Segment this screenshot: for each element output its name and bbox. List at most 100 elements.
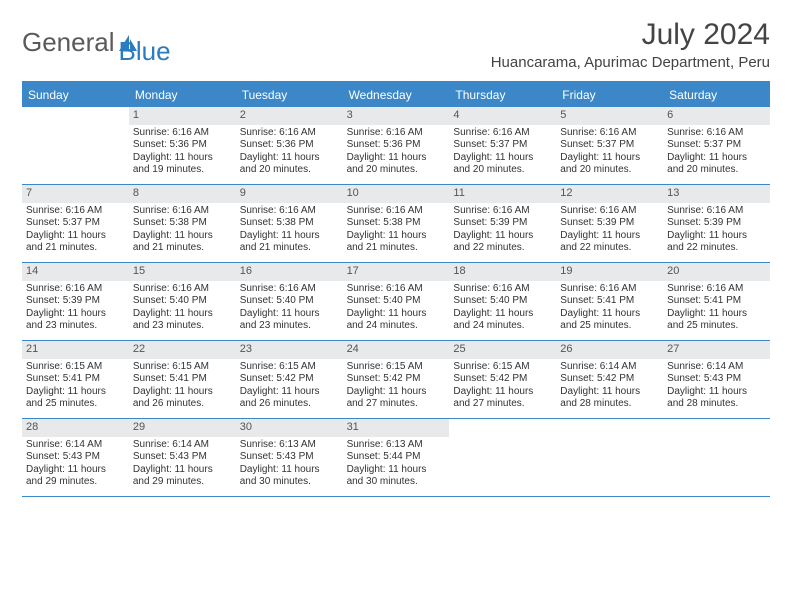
day-number: 2 <box>236 107 343 125</box>
daylight-text: Daylight: 11 hours and 20 minutes. <box>667 152 766 177</box>
day-number: 14 <box>22 263 129 281</box>
sunset-text: Sunset: 5:40 PM <box>240 295 339 308</box>
day-cell: 25Sunrise: 6:15 AMSunset: 5:42 PMDayligh… <box>449 341 556 419</box>
sunrise-text: Sunrise: 6:16 AM <box>240 205 339 218</box>
daylight-text: Daylight: 11 hours and 21 minutes. <box>347 230 446 255</box>
empty-cell <box>556 419 663 497</box>
day-body: Sunrise: 6:16 AMSunset: 5:41 PMDaylight:… <box>556 281 663 337</box>
day-body: Sunrise: 6:16 AMSunset: 5:37 PMDaylight:… <box>449 125 556 181</box>
logo-text-blue: Blue <box>119 36 171 66</box>
day-cell: 28Sunrise: 6:14 AMSunset: 5:43 PMDayligh… <box>22 419 129 497</box>
sunset-text: Sunset: 5:44 PM <box>347 451 446 464</box>
month-title: July 2024 <box>491 18 770 52</box>
sunrise-text: Sunrise: 6:16 AM <box>347 127 446 140</box>
day-number: 18 <box>449 263 556 281</box>
day-body: Sunrise: 6:16 AMSunset: 5:37 PMDaylight:… <box>556 125 663 181</box>
sunrise-text: Sunrise: 6:14 AM <box>667 361 766 374</box>
logo-text-general: General <box>22 27 115 58</box>
sunset-text: Sunset: 5:36 PM <box>133 139 232 152</box>
weekday-header: Monday <box>129 83 236 107</box>
day-cell: 26Sunrise: 6:14 AMSunset: 5:42 PMDayligh… <box>556 341 663 419</box>
sunrise-text: Sunrise: 6:16 AM <box>453 127 552 140</box>
day-number: 9 <box>236 185 343 203</box>
daylight-text: Daylight: 11 hours and 30 minutes. <box>240 464 339 489</box>
weekday-header: Saturday <box>663 83 770 107</box>
day-number: 26 <box>556 341 663 359</box>
day-body: Sunrise: 6:16 AMSunset: 5:36 PMDaylight:… <box>343 125 450 181</box>
day-body: Sunrise: 6:16 AMSunset: 5:39 PMDaylight:… <box>449 203 556 259</box>
daylight-text: Daylight: 11 hours and 21 minutes. <box>240 230 339 255</box>
header: General Blue July 2024 Huancarama, Apuri… <box>22 18 770 77</box>
day-number: 19 <box>556 263 663 281</box>
day-body: Sunrise: 6:15 AMSunset: 5:42 PMDaylight:… <box>236 359 343 415</box>
day-number: 25 <box>449 341 556 359</box>
day-cell: 13Sunrise: 6:16 AMSunset: 5:39 PMDayligh… <box>663 185 770 263</box>
sunrise-text: Sunrise: 6:14 AM <box>560 361 659 374</box>
daylight-text: Daylight: 11 hours and 24 minutes. <box>453 308 552 333</box>
day-cell: 31Sunrise: 6:13 AMSunset: 5:44 PMDayligh… <box>343 419 450 497</box>
daylight-text: Daylight: 11 hours and 20 minutes. <box>453 152 552 177</box>
sunrise-text: Sunrise: 6:16 AM <box>667 283 766 296</box>
sunrise-text: Sunrise: 6:13 AM <box>240 439 339 452</box>
sunrise-text: Sunrise: 6:16 AM <box>133 205 232 218</box>
day-body: Sunrise: 6:16 AMSunset: 5:40 PMDaylight:… <box>343 281 450 337</box>
day-body: Sunrise: 6:16 AMSunset: 5:39 PMDaylight:… <box>22 281 129 337</box>
sunrise-text: Sunrise: 6:16 AM <box>560 205 659 218</box>
empty-cell <box>22 107 129 185</box>
day-body: Sunrise: 6:15 AMSunset: 5:42 PMDaylight:… <box>343 359 450 415</box>
day-number: 24 <box>343 341 450 359</box>
sunrise-text: Sunrise: 6:15 AM <box>26 361 125 374</box>
daylight-text: Daylight: 11 hours and 22 minutes. <box>453 230 552 255</box>
daylight-text: Daylight: 11 hours and 30 minutes. <box>347 464 446 489</box>
day-body: Sunrise: 6:16 AMSunset: 5:38 PMDaylight:… <box>129 203 236 259</box>
day-cell: 20Sunrise: 6:16 AMSunset: 5:41 PMDayligh… <box>663 263 770 341</box>
day-cell: 11Sunrise: 6:16 AMSunset: 5:39 PMDayligh… <box>449 185 556 263</box>
sunrise-text: Sunrise: 6:16 AM <box>240 127 339 140</box>
sunset-text: Sunset: 5:37 PM <box>26 217 125 230</box>
sunset-text: Sunset: 5:41 PM <box>667 295 766 308</box>
day-number: 12 <box>556 185 663 203</box>
day-cell: 8Sunrise: 6:16 AMSunset: 5:38 PMDaylight… <box>129 185 236 263</box>
sunrise-text: Sunrise: 6:16 AM <box>133 283 232 296</box>
sunset-text: Sunset: 5:39 PM <box>26 295 125 308</box>
day-cell: 18Sunrise: 6:16 AMSunset: 5:40 PMDayligh… <box>449 263 556 341</box>
sunset-text: Sunset: 5:43 PM <box>133 451 232 464</box>
day-cell: 16Sunrise: 6:16 AMSunset: 5:40 PMDayligh… <box>236 263 343 341</box>
day-number: 3 <box>343 107 450 125</box>
day-number: 22 <box>129 341 236 359</box>
day-number: 28 <box>22 419 129 437</box>
sunset-text: Sunset: 5:36 PM <box>347 139 446 152</box>
calendar-grid: SundayMondayTuesdayWednesdayThursdayFrid… <box>22 83 770 497</box>
daylight-text: Daylight: 11 hours and 28 minutes. <box>667 386 766 411</box>
sunset-text: Sunset: 5:41 PM <box>26 373 125 386</box>
day-number: 6 <box>663 107 770 125</box>
sunset-text: Sunset: 5:43 PM <box>26 451 125 464</box>
empty-cell <box>449 419 556 497</box>
daylight-text: Daylight: 11 hours and 23 minutes. <box>133 308 232 333</box>
day-body: Sunrise: 6:16 AMSunset: 5:38 PMDaylight:… <box>343 203 450 259</box>
day-body: Sunrise: 6:16 AMSunset: 5:39 PMDaylight:… <box>556 203 663 259</box>
location-text: Huancarama, Apurimac Department, Peru <box>491 54 770 71</box>
sunrise-text: Sunrise: 6:16 AM <box>240 283 339 296</box>
sunset-text: Sunset: 5:38 PM <box>347 217 446 230</box>
day-body: Sunrise: 6:16 AMSunset: 5:37 PMDaylight:… <box>22 203 129 259</box>
sunset-text: Sunset: 5:42 PM <box>560 373 659 386</box>
day-number: 1 <box>129 107 236 125</box>
day-cell: 29Sunrise: 6:14 AMSunset: 5:43 PMDayligh… <box>129 419 236 497</box>
day-body: Sunrise: 6:16 AMSunset: 5:36 PMDaylight:… <box>236 125 343 181</box>
day-cell: 4Sunrise: 6:16 AMSunset: 5:37 PMDaylight… <box>449 107 556 185</box>
day-number: 4 <box>449 107 556 125</box>
day-body: Sunrise: 6:16 AMSunset: 5:40 PMDaylight:… <box>236 281 343 337</box>
daylight-text: Daylight: 11 hours and 19 minutes. <box>133 152 232 177</box>
daylight-text: Daylight: 11 hours and 27 minutes. <box>453 386 552 411</box>
sunset-text: Sunset: 5:39 PM <box>453 217 552 230</box>
day-number: 11 <box>449 185 556 203</box>
daylight-text: Daylight: 11 hours and 25 minutes. <box>667 308 766 333</box>
title-block: July 2024 Huancarama, Apurimac Departmen… <box>491 18 770 77</box>
daylight-text: Daylight: 11 hours and 23 minutes. <box>26 308 125 333</box>
sunrise-text: Sunrise: 6:16 AM <box>26 205 125 218</box>
day-number: 16 <box>236 263 343 281</box>
sunset-text: Sunset: 5:39 PM <box>667 217 766 230</box>
day-cell: 15Sunrise: 6:16 AMSunset: 5:40 PMDayligh… <box>129 263 236 341</box>
day-body: Sunrise: 6:13 AMSunset: 5:43 PMDaylight:… <box>236 437 343 493</box>
